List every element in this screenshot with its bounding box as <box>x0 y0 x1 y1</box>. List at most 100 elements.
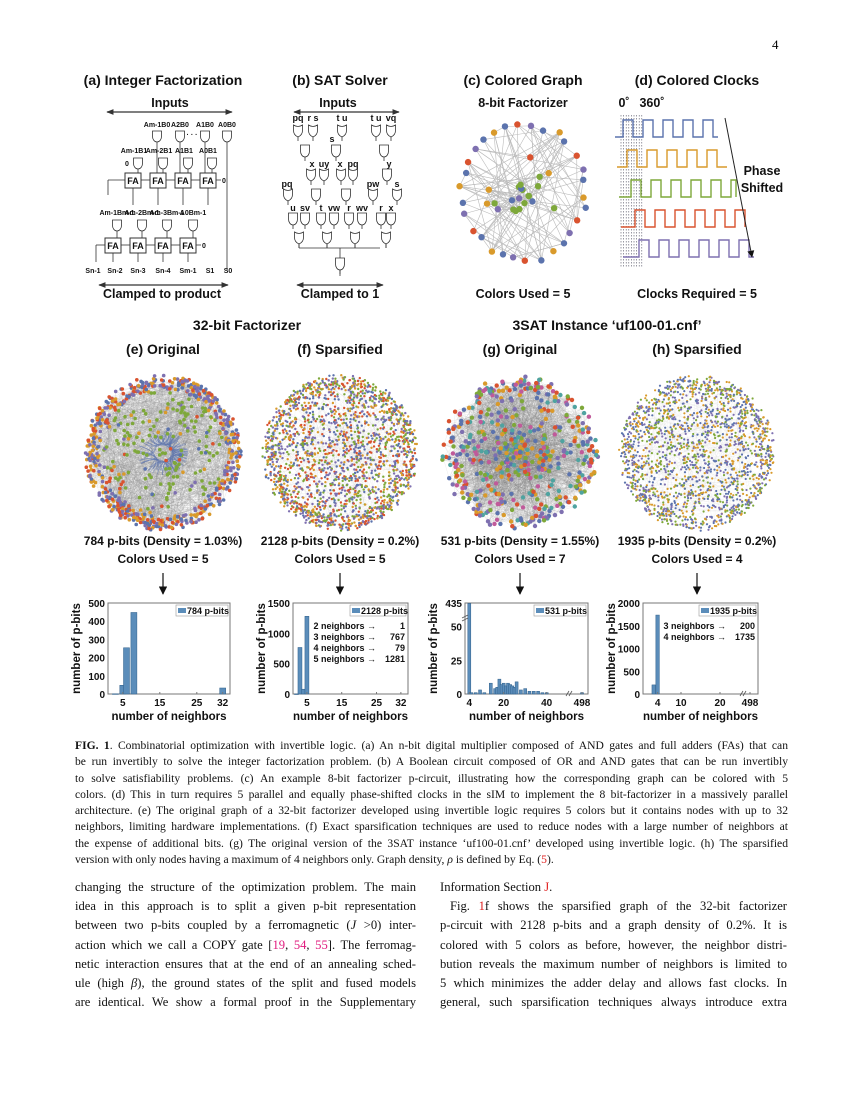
graph-edge <box>181 485 220 520</box>
graph-node <box>220 478 225 483</box>
graph-node <box>331 449 334 452</box>
graph-node <box>294 495 297 499</box>
graph-node <box>483 200 491 207</box>
graph-node <box>189 392 193 397</box>
or-gate-icon <box>381 231 391 245</box>
graph-node <box>151 519 156 524</box>
graph-edge <box>182 394 191 473</box>
graph-node <box>311 401 314 404</box>
graph-node <box>321 520 324 524</box>
graph-node <box>356 483 360 487</box>
graph-node <box>123 414 127 419</box>
graph-node <box>197 439 202 443</box>
graph-node <box>321 463 324 466</box>
graph-node <box>113 397 118 401</box>
graph-node <box>131 410 136 414</box>
graph-node <box>216 477 221 481</box>
graph-node <box>178 419 182 424</box>
graph-node <box>359 446 362 449</box>
graph-node <box>338 523 341 526</box>
graph-node <box>328 496 331 500</box>
graph-node <box>373 431 376 435</box>
graph-node <box>225 485 230 490</box>
graph-node <box>400 427 403 431</box>
graph-node <box>405 471 408 474</box>
graph-node <box>102 412 107 417</box>
graph-node <box>338 464 342 468</box>
graph-node <box>100 408 105 413</box>
graph-node <box>328 436 331 439</box>
graph-node <box>342 418 345 421</box>
graph-node <box>400 450 403 454</box>
output-label: Sm-1 <box>179 268 196 275</box>
graph-node <box>227 447 232 452</box>
graph-node <box>371 400 374 403</box>
graph-edge <box>118 443 125 455</box>
graph-edge <box>145 468 202 509</box>
graph-node <box>341 476 344 480</box>
graph-node <box>302 388 305 391</box>
phase-shift-arrow <box>724 117 755 258</box>
graph-node <box>341 454 345 457</box>
graph-edge <box>172 408 228 480</box>
graph-edge <box>165 412 225 484</box>
graph-node <box>356 435 359 438</box>
graph-node <box>192 393 197 398</box>
or-gate-icon <box>368 188 378 202</box>
graph-node <box>304 521 307 524</box>
graph-node <box>380 405 383 409</box>
graph-node <box>308 484 311 487</box>
graph-node <box>193 508 198 513</box>
graph-node <box>204 400 208 404</box>
graph-node <box>386 503 389 506</box>
graph-node <box>306 466 309 469</box>
graph-node <box>342 506 345 510</box>
graph-node <box>283 505 286 508</box>
graph-node <box>405 429 408 432</box>
graph-node <box>388 439 391 442</box>
graph-node <box>380 418 383 421</box>
graph-edge <box>182 438 229 528</box>
gate-input-label: A0Bm-1 <box>180 210 207 217</box>
graph-node <box>363 448 366 451</box>
graph-node <box>326 477 329 481</box>
graph-node <box>138 508 143 512</box>
graph-node <box>371 476 374 479</box>
graph-node <box>160 451 165 455</box>
graph-edge <box>459 185 514 210</box>
graph-edge <box>182 385 204 412</box>
or-gate-icon <box>283 188 293 202</box>
graph-node <box>333 523 336 526</box>
graph-node <box>123 486 128 490</box>
graph-node <box>368 489 372 493</box>
graph-edge <box>198 448 220 486</box>
graph-edge <box>491 210 517 252</box>
graph-node <box>327 388 331 391</box>
graph-node <box>135 378 139 382</box>
graph-node <box>357 441 360 445</box>
graph-node <box>324 484 327 488</box>
graph-node <box>322 427 325 431</box>
graph-node <box>359 394 362 398</box>
graph-edge <box>467 161 495 204</box>
graph-node <box>207 399 212 403</box>
graph-node <box>303 401 306 404</box>
graph-node <box>207 512 212 517</box>
and-gate-icon <box>311 188 321 202</box>
graph-node <box>382 391 385 394</box>
graph-node <box>345 526 348 529</box>
graph-node <box>353 396 356 399</box>
graph-node <box>387 471 391 474</box>
graph-node <box>206 494 211 498</box>
graph-node <box>317 407 321 410</box>
graph-node <box>347 520 350 523</box>
graph-node <box>379 490 383 493</box>
graph-node <box>223 472 227 477</box>
phase-label: Phase <box>744 164 781 178</box>
graph-edge <box>94 428 129 473</box>
graph-node <box>304 404 307 408</box>
graph-node <box>166 402 170 406</box>
graph-edge <box>100 413 203 513</box>
graph-node <box>363 387 366 390</box>
